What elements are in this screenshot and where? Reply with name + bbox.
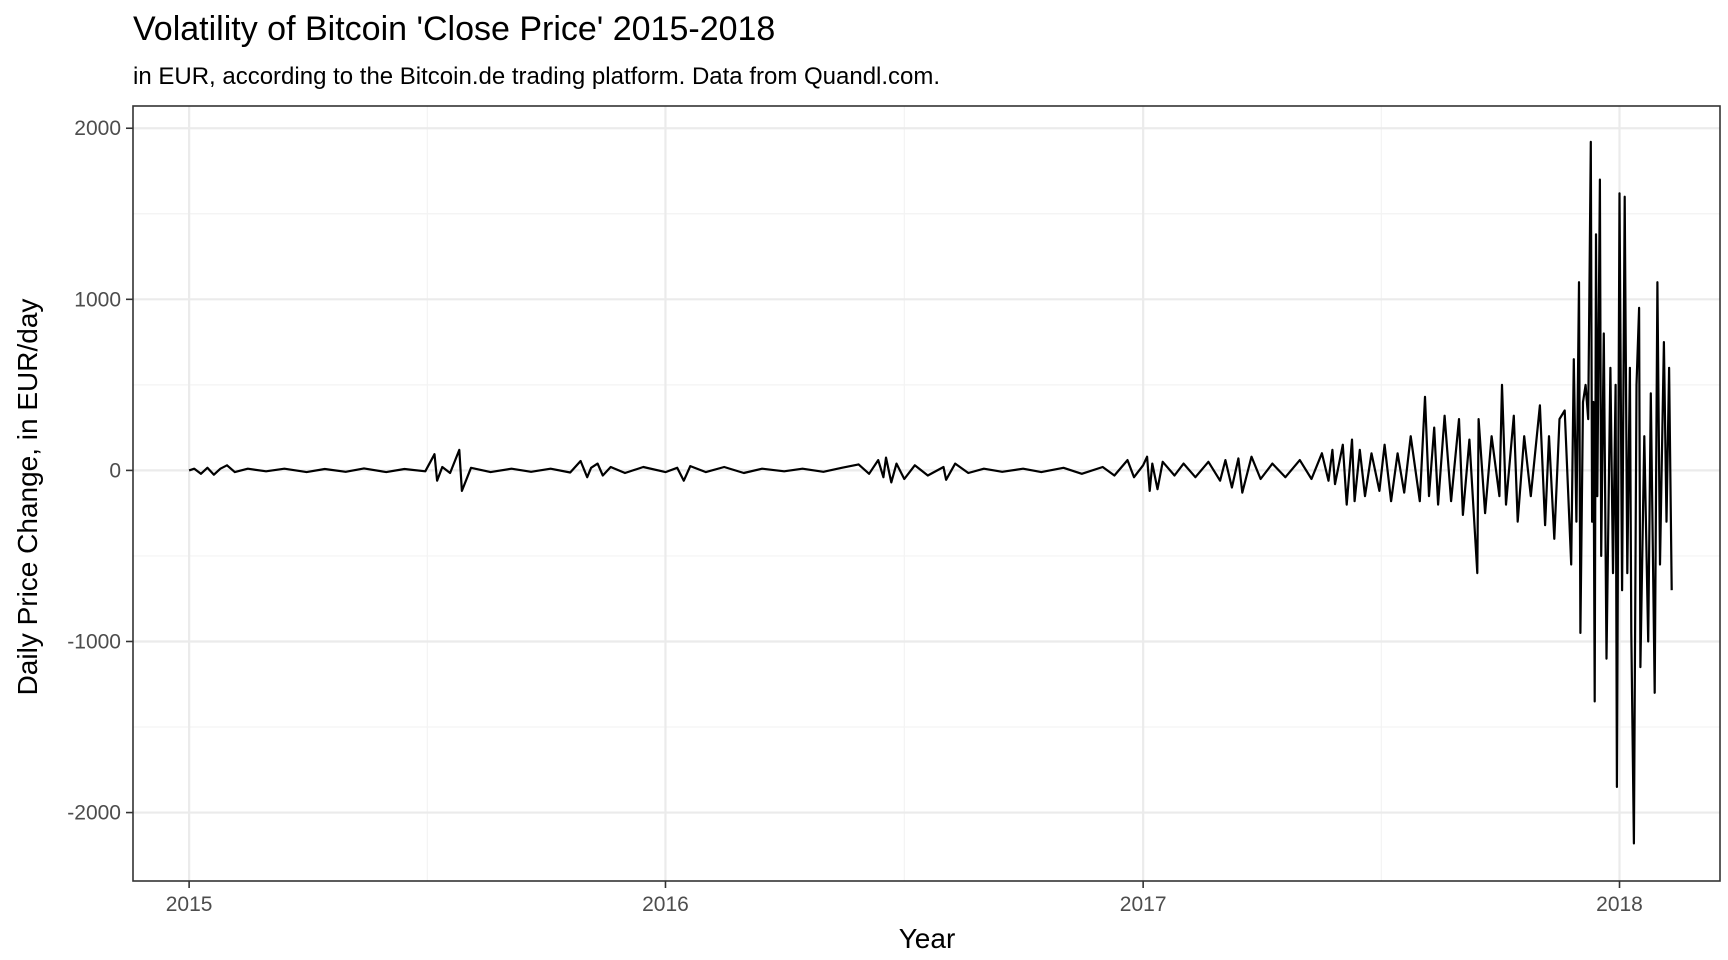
x-tick-label: 2015 [166,893,213,916]
x-axis-title: Year [899,923,956,954]
series-line [188,140,1673,845]
axes: -2000 -1000 0 1000 2000 2015 2016 2017 2018 [67,117,1643,916]
y-axis-title: Daily Price Change, in EUR/day [12,299,43,696]
chart-title: Volatility of Bitcoin 'Close Price' 2015… [133,10,775,48]
y-tick-label: 1000 [74,288,121,311]
plot-panel [132,105,1721,882]
y-tick-label: -1000 [67,630,121,653]
y-tick-label: 0 [109,459,121,482]
y-tick-label: -2000 [67,802,121,825]
grid-lines [133,106,1720,881]
x-tick-label: 2018 [1596,893,1643,916]
chart-subtitle: in EUR, according to the Bitcoin.de trad… [133,63,940,90]
x-tick-label: 2016 [642,893,689,916]
y-tick-label: 2000 [74,117,121,140]
x-tick-label: 2017 [1120,893,1167,916]
